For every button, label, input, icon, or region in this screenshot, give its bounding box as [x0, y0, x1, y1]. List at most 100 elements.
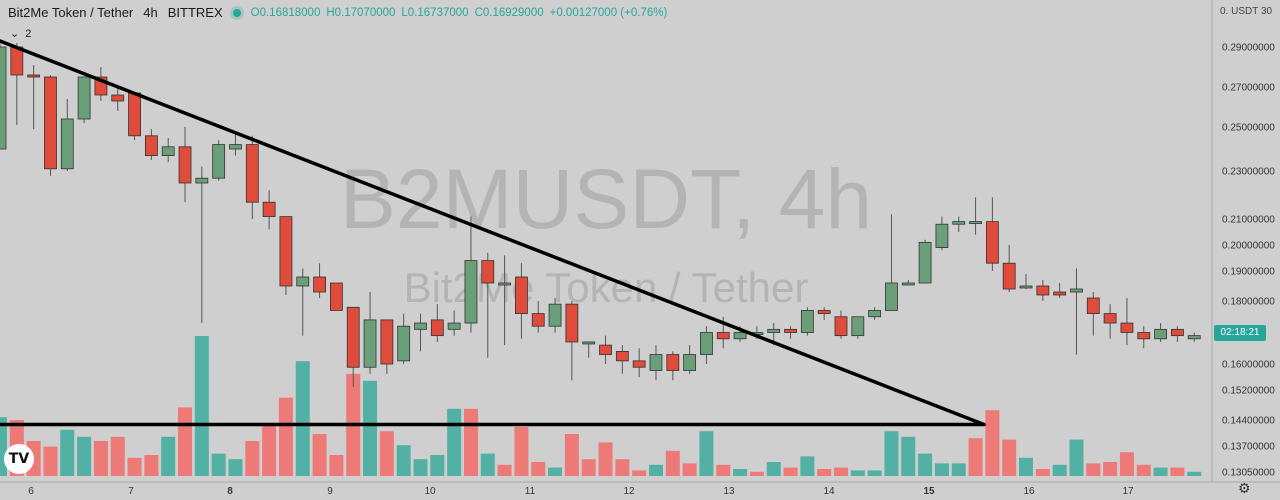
low-value: L0.16737000 [401, 6, 469, 19]
y-tick-label: 0.13050000 [1222, 468, 1275, 479]
candle-body [666, 354, 680, 371]
volume-bar [733, 469, 748, 476]
open-value: O0.16818000 [250, 6, 321, 19]
x-tick-label: 15 [923, 486, 935, 497]
volume-bar [194, 336, 209, 476]
volume-bar [1035, 469, 1050, 476]
candle-body [868, 310, 882, 318]
gear-icon[interactable]: ⚙ [1238, 480, 1251, 496]
y-tick-label: 0.27000000 [1222, 83, 1275, 94]
candle-body [195, 177, 209, 184]
candle-body [1036, 285, 1050, 296]
volume-bar [598, 442, 613, 476]
volume-bar [548, 467, 563, 476]
price-axis [1212, 0, 1280, 500]
volume-bar [127, 457, 142, 476]
y-tick-label: 0.29000000 [1222, 43, 1275, 54]
volume-bar [817, 469, 832, 476]
candle-body [851, 316, 865, 337]
x-tick-label: 14 [823, 486, 835, 497]
candle-body [346, 306, 360, 368]
candle-body [414, 322, 427, 330]
candle-body [918, 241, 932, 284]
volume-bar [43, 446, 58, 476]
volume-bar [295, 361, 310, 476]
volume-bar [531, 462, 546, 476]
high-value: H0.17070000 [326, 6, 396, 19]
volume-bar [665, 450, 680, 476]
volume-bar [632, 470, 647, 476]
chart-header: Bit2Me Token / Tether 4h BITTREX O0.1681… [8, 5, 667, 20]
candle-body [481, 260, 495, 284]
close-value: C0.16929000 [474, 6, 544, 19]
candle-body [1070, 288, 1083, 293]
candle-body [212, 144, 226, 179]
volume-bar [648, 464, 663, 476]
candle-body [161, 146, 175, 157]
x-tick-label: 16 [1023, 486, 1035, 497]
indicator-toggle[interactable]: ⌄ 2 [10, 27, 31, 41]
candle-body [498, 282, 512, 286]
candle-body [380, 319, 394, 365]
y-tick-label: 0.15200000 [1222, 386, 1275, 397]
candle-body [178, 146, 192, 184]
x-tick-label: 6 [28, 486, 34, 497]
tradingview-logo-icon[interactable]: TV [4, 444, 34, 474]
y-tick-label: 0.21000000 [1222, 215, 1275, 226]
volume-bar [228, 459, 243, 476]
x-tick-label: 7 [128, 486, 134, 497]
candle-body [716, 332, 730, 340]
candle-body [329, 282, 343, 311]
candle-body [515, 276, 528, 314]
candle-body [1053, 291, 1067, 296]
volume-bar [564, 434, 579, 476]
volume-bar [1187, 471, 1202, 476]
y-tick-label: 0.23000000 [1222, 167, 1275, 178]
market-status-icon [232, 8, 241, 17]
volume-bar [884, 431, 899, 476]
y-tick-label: 0.16000000 [1222, 360, 1275, 371]
volume-bar [514, 427, 529, 476]
volume-bar [278, 397, 293, 476]
volume-bar [800, 456, 815, 476]
candle-body [683, 354, 697, 371]
volume-bar [699, 431, 714, 476]
candle-body [935, 223, 949, 248]
volume-bar [60, 429, 75, 476]
chevron-down-icon[interactable]: ⌄ [10, 28, 20, 40]
candle-body [1137, 332, 1151, 340]
candle-body [1120, 322, 1134, 333]
volume-bar [413, 459, 428, 476]
volume-bar [363, 380, 378, 476]
volume-bar [77, 436, 92, 476]
volume-bar [783, 467, 798, 476]
volume-bar [766, 462, 781, 476]
candle-body [784, 328, 797, 333]
watermark-subtitle: Bit2Me Token / Tether [404, 264, 809, 311]
volume-bar [1153, 467, 1168, 476]
candle-body [447, 322, 461, 330]
candle-body [599, 344, 612, 355]
volume-bar [396, 445, 411, 476]
symbol-label[interactable]: Bit2Me Token / Tether [8, 5, 134, 20]
candle-body [1171, 328, 1184, 337]
y-tick-label: 0.19000000 [1222, 267, 1275, 278]
candle-body [582, 341, 596, 345]
volume-bar [615, 459, 630, 476]
volume-bar [161, 436, 176, 476]
candle-body [1002, 262, 1016, 290]
volume-bar [1019, 457, 1034, 476]
candle-body [548, 303, 562, 327]
volume-bar [682, 463, 697, 476]
volume-bar [985, 410, 1000, 476]
interval-label[interactable]: 4h [143, 5, 158, 20]
countdown-tag: 02:18:21 [1214, 325, 1266, 341]
volume-bar [834, 467, 848, 476]
candle-body [985, 221, 999, 264]
price-axis-title: 0. USDT 30 [1220, 6, 1273, 17]
volume-bar [1119, 452, 1134, 476]
volume-bar [1103, 462, 1118, 476]
candle-body [700, 332, 713, 355]
